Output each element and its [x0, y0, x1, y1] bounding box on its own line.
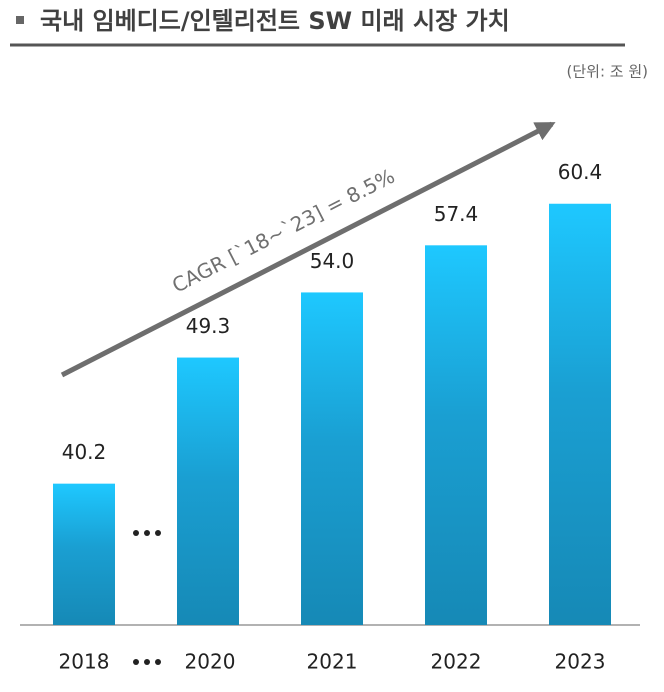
bar	[425, 245, 487, 626]
x-tick-label: 2022	[431, 650, 482, 674]
value-label: 49.3	[186, 314, 231, 338]
title-bullet	[16, 16, 24, 24]
unit-label: (단위: 조 원)	[567, 63, 649, 81]
cagr-annotation: CAGR [`18~`23] = 8.5%	[168, 164, 398, 298]
value-label: 40.2	[62, 440, 107, 464]
bar	[177, 357, 239, 625]
bar	[301, 292, 363, 625]
value-label: 54.0	[310, 249, 355, 273]
bar	[549, 203, 611, 625]
x-tick-label: 2023	[555, 650, 606, 674]
x-tick-label: 2020	[185, 650, 236, 674]
cagr-arrow	[60, 121, 556, 378]
value-label: 60.4	[558, 160, 603, 184]
x-tick-label: 2018	[59, 650, 110, 674]
x-tick-label: 2021	[307, 650, 358, 674]
value-label: 57.4	[434, 202, 479, 226]
ellipsis-plot	[133, 530, 161, 536]
ellipsis-axis	[133, 659, 161, 665]
bar	[53, 483, 115, 625]
chart-title: 국내 임베디드/인텔리전트 SW 미래 시장 가치	[40, 7, 510, 35]
